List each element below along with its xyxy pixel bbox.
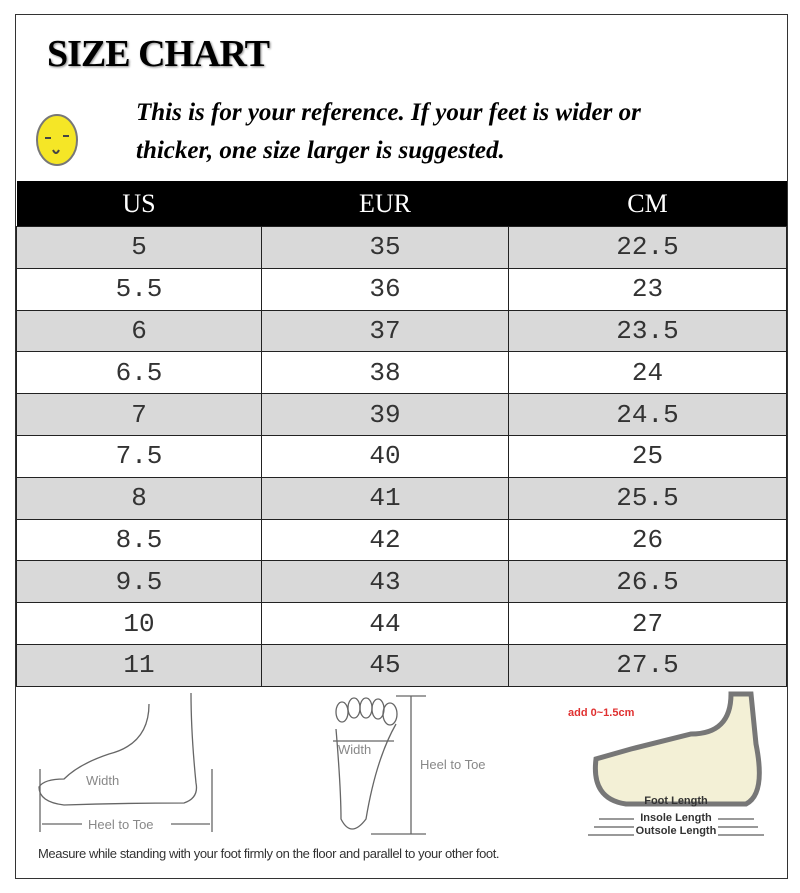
us-cell: 9.5 [16, 560, 262, 604]
us-cell: 10 [16, 602, 262, 645]
note-line: thicker, one size larger is suggested. [136, 137, 505, 164]
foot-length-label: Foot Length [644, 795, 708, 807]
table-row: 7 39 24.5 [16, 393, 787, 436]
us-cell: 5 [16, 226, 262, 269]
us-cell: 8.5 [16, 518, 262, 562]
eur-cell: 35 [261, 226, 509, 269]
us-cell: 11 [16, 643, 262, 687]
eur-cell: 44 [261, 602, 509, 645]
us-cell: 6.5 [16, 351, 262, 395]
eur-cell: 42 [261, 518, 509, 562]
measure-caption: Measure while standing with your foot fi… [38, 846, 500, 861]
us-cell: 7 [16, 393, 262, 436]
side-width-label: Width [86, 773, 119, 788]
outsole-length-label: Outsole Length [636, 825, 717, 837]
eur-cell: 41 [261, 476, 509, 520]
header-us: US [16, 181, 262, 227]
cm-cell: 23.5 [508, 309, 787, 353]
table-row: 7.5 40 25 [16, 434, 787, 478]
shoe-add-label: add 0~1.5cm [568, 707, 635, 719]
table-row: 8 41 25.5 [16, 476, 787, 520]
cm-cell: 23 [508, 267, 787, 311]
table-row: 5 35 22.5 [16, 226, 787, 269]
header-cm: CM [508, 181, 787, 227]
us-cell: 5.5 [16, 267, 262, 311]
table-row: 9.5 43 26.5 [16, 560, 787, 604]
us-cell: 7.5 [16, 434, 262, 478]
note-line: This is for your reference. If your feet… [136, 99, 641, 126]
cm-cell: 24 [508, 351, 787, 395]
table-row: 11 45 27.5 [16, 643, 787, 687]
eur-cell: 36 [261, 267, 509, 311]
side-length-label: Heel to Toe [88, 817, 154, 832]
table-row: 6 37 23.5 [16, 309, 787, 353]
reference-note: This is for your reference. If your feet… [136, 94, 641, 170]
cm-cell: 26.5 [508, 560, 787, 604]
eur-cell: 45 [261, 643, 509, 687]
size-table: US EUR CM 5 35 22.5 5.5 36 23 6 37 23.5 6.5 38 24 7 3… [16, 181, 787, 687]
cm-cell: 27 [508, 602, 787, 645]
cm-cell: 22.5 [508, 226, 787, 269]
cm-cell: 25.5 [508, 476, 787, 520]
table-row: 5.5 36 23 [16, 267, 787, 311]
table-row: 6.5 38 24 [16, 351, 787, 395]
us-cell: 6 [16, 309, 262, 353]
table-row: 10 44 27 [16, 602, 787, 645]
us-cell: 8 [16, 476, 262, 520]
smiley-face-icon [36, 114, 78, 166]
measurement-guide: Width Heel to Toe Width Heel to Toe add … [16, 684, 787, 878]
foot-diagrams: Width Heel to Toe Width Heel to Toe add … [38, 691, 764, 844]
side-foot-diagram: Width Heel to Toe [38, 692, 213, 832]
eur-cell: 40 [261, 434, 509, 478]
header-eur: EUR [261, 181, 509, 227]
eur-cell: 43 [261, 560, 509, 604]
top-foot-diagram: Width Heel to Toe [333, 695, 486, 835]
cm-cell: 24.5 [508, 393, 787, 436]
shoe-length-diagram: add 0~1.5cm Foot Length Insole Length Ou… [568, 691, 764, 844]
cm-cell: 25 [508, 434, 787, 478]
cm-cell: 26 [508, 518, 787, 562]
eur-cell: 38 [261, 351, 509, 395]
eur-cell: 37 [261, 309, 509, 353]
top-width-label: Width [338, 742, 371, 757]
eur-cell: 39 [261, 393, 509, 436]
table-row: 8.5 42 26 [16, 518, 787, 562]
insole-length-label: Insole Length [640, 812, 712, 824]
top-length-label: Heel to Toe [420, 757, 486, 772]
page-title: SIZE CHART [47, 33, 270, 75]
cm-cell: 27.5 [508, 643, 787, 687]
size-chart-frame [15, 14, 788, 879]
